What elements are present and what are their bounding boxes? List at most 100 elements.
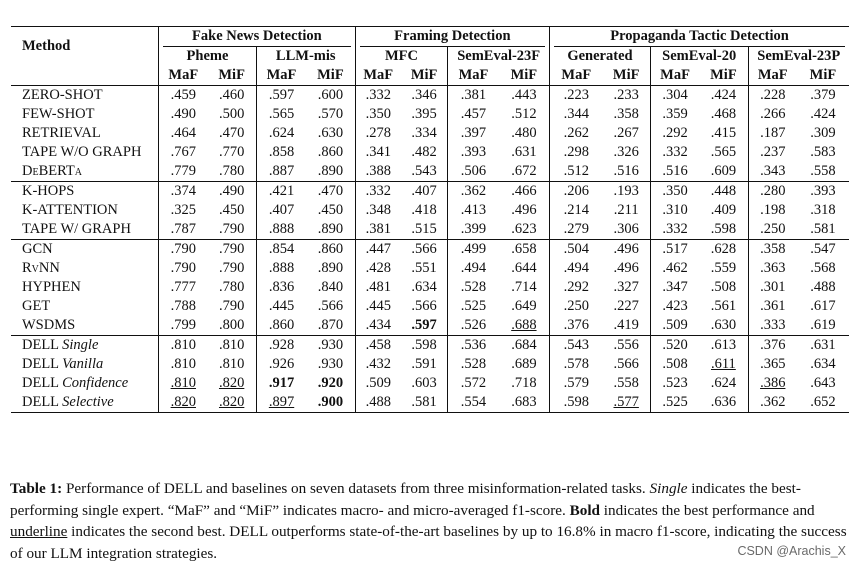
metric-header: MiF: [699, 66, 749, 86]
score-cell: .350: [662, 183, 688, 199]
score-cell: .447: [365, 241, 391, 257]
score-cell: .930: [317, 356, 344, 372]
method-base: DELL: [22, 375, 59, 391]
score-cell: .688: [511, 317, 537, 333]
score-cell: .536: [460, 337, 487, 353]
score-cell: .840: [317, 279, 344, 295]
score-cell: .415: [710, 125, 737, 141]
method-name: TAPE W/ GRAPH: [22, 221, 131, 237]
score-cell: .318: [810, 202, 836, 218]
table-row: ZERO-SHOT .459 .460 .597 .600 .332 .346 .381 .44…: [11, 85, 849, 105]
score-cell: .374: [170, 183, 196, 199]
method-name: WSDMS: [22, 317, 76, 333]
score-cell: .568: [810, 260, 836, 276]
score-cell: .558: [613, 375, 639, 391]
method-name: DELL Confidence: [11, 374, 159, 393]
score-cell: .362: [760, 394, 786, 410]
score-cell: .566: [613, 356, 639, 372]
score-cell: .624: [268, 125, 295, 141]
score-cell: .509: [365, 375, 391, 391]
score-cell: .500: [218, 106, 245, 122]
table-row: K-HOPS .374 .490 .421 .470 .332 .407 .362 .466 .2…: [11, 181, 849, 201]
score-cell: .346: [411, 87, 437, 103]
score-cell: .459: [170, 87, 196, 103]
score-cell: .800: [218, 317, 245, 333]
score-cell: .810: [170, 356, 196, 372]
score-cell: .496: [613, 241, 639, 257]
score-cell: .631: [810, 337, 836, 353]
score-cell: .211: [613, 202, 639, 218]
score-cell: .630: [710, 317, 737, 333]
caption-text: indicates the best-performing single exp…: [10, 480, 801, 519]
score-cell: .566: [411, 298, 437, 314]
caption-single: Single: [649, 480, 688, 497]
score-cell: .810: [170, 375, 196, 391]
score-cell: .523: [662, 375, 688, 391]
score-cell: .363: [760, 260, 786, 276]
score-cell: .327: [613, 279, 639, 295]
method-variant: Selective: [62, 394, 114, 410]
score-cell: .198: [760, 202, 786, 218]
score-cell: .419: [613, 317, 639, 333]
score-cell: .528: [460, 356, 487, 372]
score-cell: .591: [411, 356, 437, 372]
score-cell: .528: [460, 279, 487, 295]
score-cell: .227: [613, 298, 639, 314]
score-cell: .298: [563, 144, 589, 160]
score-cell: .890: [317, 221, 344, 237]
table-row: K-ATTENTION .325 .450 .407 .450 .348 .418 .413.…: [11, 201, 849, 220]
task-header-row: Method Fake News Detection Framing Detec…: [11, 26, 849, 66]
score-cell: .779: [170, 163, 196, 179]
score-cell: .480: [511, 125, 537, 141]
score-cell: .386: [760, 375, 786, 391]
score-cell: .525: [662, 394, 688, 410]
method-name: TAPE W/O GRAPH: [22, 144, 142, 160]
score-cell: .598: [411, 337, 437, 353]
score-cell: .350: [365, 106, 391, 122]
score-cell: .644: [511, 260, 537, 276]
score-cell: .494: [460, 260, 487, 276]
score-cell: .481: [365, 279, 391, 295]
table-row: FEW-SHOT .490 .500 .565 .570 .350 .395 .457 .512…: [11, 105, 849, 124]
score-cell: .450: [317, 202, 344, 218]
score-cell: .515: [411, 221, 437, 237]
score-cell: .609: [710, 163, 737, 179]
metric-header: MaF: [447, 66, 499, 86]
table-row: GET .788 .790 .445 .566 .445 .566 .525 .649 .250.…: [11, 297, 849, 316]
score-cell: .790: [218, 260, 245, 276]
score-cell: .464: [170, 125, 196, 141]
score-cell: .397: [460, 125, 487, 141]
score-cell: .409: [710, 202, 737, 218]
score-cell: .341: [365, 144, 391, 160]
score-cell: .443: [511, 87, 537, 103]
method-base: DELL: [22, 394, 59, 410]
score-cell: .512: [563, 163, 589, 179]
score-cell: .928: [268, 337, 295, 353]
score-cell: .490: [218, 183, 245, 199]
method-name: FEW-SHOT: [22, 106, 95, 122]
score-cell: .520: [662, 337, 688, 353]
score-cell: .267: [613, 125, 639, 141]
metric-header: MaF: [649, 66, 700, 86]
score-cell: .672: [511, 163, 537, 179]
score-cell: .810: [218, 356, 245, 372]
score-cell: .900: [317, 394, 344, 410]
score-cell: .325: [170, 202, 196, 218]
score-cell: .854: [268, 241, 295, 257]
score-cell: .561: [710, 298, 737, 314]
score-cell: .488: [365, 394, 391, 410]
score-cell: .365: [760, 356, 786, 372]
score-cell: .597: [411, 317, 437, 333]
score-cell: .897: [268, 394, 295, 410]
score-cell: .347: [662, 279, 688, 295]
score-cell: .214: [563, 202, 589, 218]
score-cell: .488: [810, 279, 836, 295]
score-cell: .292: [662, 125, 688, 141]
score-cell: .358: [760, 241, 786, 257]
score-cell: .559: [710, 260, 737, 276]
score-cell: .790: [218, 241, 245, 257]
score-cell: .526: [460, 317, 487, 333]
score-cell: .237: [760, 144, 786, 160]
score-cell: .684: [511, 337, 537, 353]
score-cell: .496: [613, 260, 639, 276]
